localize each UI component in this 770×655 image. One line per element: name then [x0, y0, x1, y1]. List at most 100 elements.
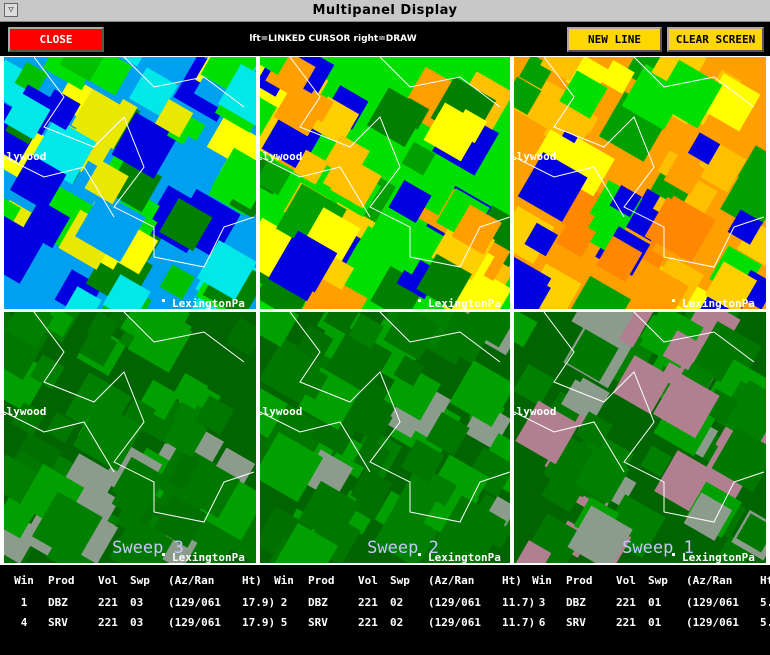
- echo-cell: [59, 57, 107, 82]
- info-cell: 221: [98, 616, 118, 629]
- info-cell: (129/061: [428, 596, 481, 609]
- info-header: Prod: [308, 574, 335, 587]
- echo-cell: [274, 522, 339, 563]
- info-cell: 5.4: [760, 616, 770, 629]
- info-cell: 11.7): [502, 616, 535, 629]
- town-marker: [672, 299, 675, 302]
- info-cell: 3: [539, 596, 546, 609]
- mouse-hint: lft=LINKED CURSOR right=DRAW: [249, 34, 417, 44]
- echo-cell: [612, 355, 673, 415]
- map-contour: [260, 312, 510, 523]
- echo-cell: [102, 274, 151, 309]
- info-cell: DBZ: [308, 596, 328, 609]
- town-label: LexingtonPa: [428, 551, 501, 564]
- echo-cell: [736, 513, 766, 553]
- echo-cell: [565, 328, 619, 382]
- info-header: (Az/Ran: [168, 574, 214, 587]
- info-cell: 221: [358, 596, 378, 609]
- info-cell: 1: [21, 596, 28, 609]
- info-cell: SRV: [308, 616, 328, 629]
- info-cell: (129/061: [168, 596, 221, 609]
- info-cell: 17.9): [242, 596, 275, 609]
- echo-cell: [663, 153, 705, 196]
- map-contour: [514, 57, 765, 268]
- town-label: LexingtonPa: [428, 297, 501, 310]
- info-cell: 11.7): [502, 596, 535, 609]
- echo-cell: [436, 495, 507, 563]
- echo-cell: [217, 63, 256, 127]
- info-header: (Az/Ran: [686, 574, 732, 587]
- info-cell: 02: [390, 616, 403, 629]
- echo-cell: [211, 147, 256, 210]
- echo-cell: [120, 312, 151, 340]
- echo-cell: [517, 152, 588, 222]
- echo-cell: [293, 149, 329, 185]
- echo-cell: [111, 112, 179, 179]
- echo-cell: [86, 312, 120, 344]
- echo-cell: [383, 312, 440, 361]
- echo-cell: [514, 262, 551, 309]
- echo-cell: [4, 312, 54, 348]
- window-menu-icon[interactable]: ▽: [4, 3, 18, 17]
- town-label: LexingtonPa: [682, 297, 755, 310]
- echo-cell: [687, 132, 721, 165]
- info-cell: 03: [130, 596, 143, 609]
- echo-cell: [401, 141, 436, 176]
- city-label: llywood: [256, 405, 302, 418]
- new-line-button[interactable]: NEW LINE: [567, 27, 662, 52]
- info-header: Prod: [566, 574, 593, 587]
- echo-cell: [540, 57, 587, 82]
- info-cell: 4: [21, 616, 28, 629]
- radar-panel: llywood LexingtonPa: [514, 57, 766, 310]
- radar-panel: llywood LexingtonPa: [4, 57, 256, 309]
- echo-cell: [84, 160, 129, 205]
- town-marker: [162, 553, 165, 556]
- info-cell: (129/061: [428, 616, 481, 629]
- echo-cell: [72, 401, 143, 472]
- echo-cell: [451, 204, 502, 255]
- info-header: Swp: [648, 574, 668, 587]
- town-marker: [418, 553, 421, 556]
- info-header: Win: [274, 574, 294, 587]
- radar-panel: llywood LexingtonPa: [260, 57, 510, 310]
- echo-cell: [566, 275, 631, 309]
- echo-cell: [63, 286, 102, 309]
- echo-cell: [14, 61, 48, 96]
- echo-cell: [600, 60, 635, 94]
- town-marker: [672, 553, 675, 556]
- echo-cell: [416, 253, 472, 309]
- echo-cell: [653, 59, 723, 129]
- clear-screen-button[interactable]: CLEAR SCREEN: [667, 27, 764, 52]
- echo-cell: [29, 354, 65, 390]
- echo-cell: [630, 264, 689, 309]
- echo-cell: [179, 457, 241, 519]
- info-cell: DBZ: [566, 596, 586, 609]
- echo-cell: [683, 492, 733, 541]
- echo-cell: [129, 67, 178, 117]
- info-cell: 221: [616, 596, 636, 609]
- echo-cell: [609, 184, 642, 218]
- info-cell: SRV: [48, 616, 68, 629]
- echo-cell: [260, 431, 324, 503]
- echo-cell: [704, 261, 758, 309]
- echo-cell: [515, 400, 579, 465]
- echo-cell: [111, 478, 152, 519]
- echo-cell: [541, 466, 587, 513]
- info-cell: 2: [281, 596, 288, 609]
- echo-cell: [75, 191, 146, 263]
- info-cell: 17.9): [242, 616, 275, 629]
- echo-cell: [350, 468, 393, 511]
- echo-cell: [514, 312, 538, 348]
- echo-cell: [711, 426, 766, 493]
- echo-cell: [717, 380, 766, 446]
- info-header: Win: [532, 574, 552, 587]
- close-button[interactable]: CLOSE: [8, 27, 104, 52]
- echo-cell: [298, 480, 361, 543]
- info-cell: 5.4: [760, 596, 770, 609]
- info-header: Win: [14, 574, 34, 587]
- title-bar: ▽ Multipanel Display: [0, 0, 770, 22]
- echo-cell: [195, 395, 235, 435]
